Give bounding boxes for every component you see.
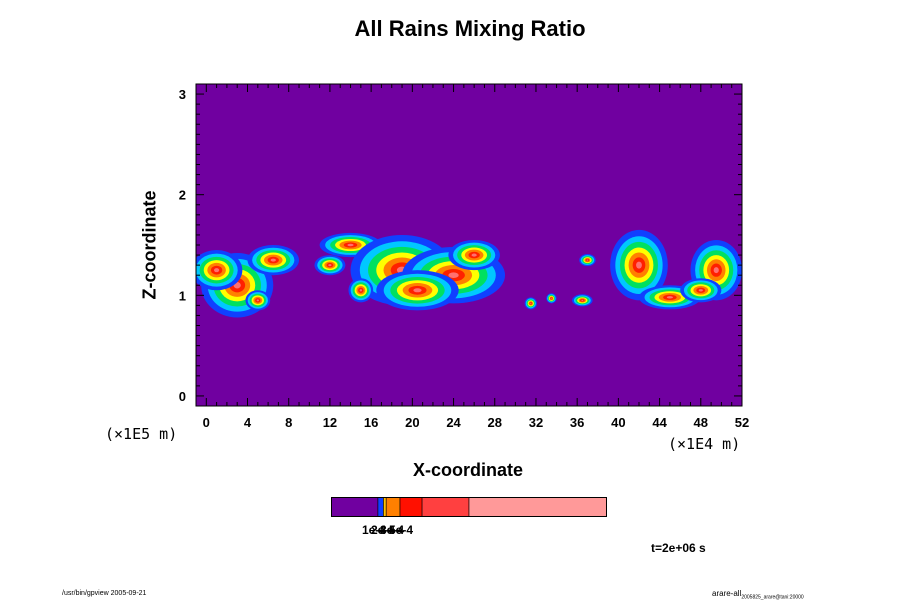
- contour-level-6: [328, 264, 332, 267]
- contour-level-6: [448, 272, 459, 279]
- contour-level-6: [214, 268, 220, 273]
- contour-level-6: [413, 288, 422, 293]
- x-tick-label: 0: [203, 415, 210, 430]
- rain-cell: [610, 229, 668, 301]
- rain-cell: [680, 278, 722, 303]
- colorbar: [331, 497, 607, 517]
- colorbar-swatch: [468, 497, 607, 517]
- rain-cell: [314, 255, 346, 276]
- rain-cell: [376, 270, 459, 311]
- contour-level-6: [471, 253, 477, 257]
- rain-cell: [524, 297, 537, 310]
- contour-level-6: [270, 258, 276, 262]
- x-tick-label: 16: [364, 415, 378, 430]
- rain-contours: [196, 229, 742, 318]
- colorbar-label: 1e-4: [362, 523, 387, 537]
- colorbar-label: 3e-4: [380, 523, 405, 537]
- colorbar-swatch: [399, 497, 423, 517]
- y-scale-note: (×1E5 m): [105, 425, 178, 443]
- contour-level-6: [586, 259, 589, 261]
- colorbar-swatch: [421, 497, 470, 517]
- x-tick-label: 8: [285, 415, 292, 430]
- time-label: t=2e+06 s: [651, 541, 706, 555]
- contour-level-6: [347, 243, 354, 247]
- contour-level-6: [256, 299, 260, 302]
- contour-level-6: [359, 289, 363, 292]
- x-tick-label: 40: [611, 415, 625, 430]
- colorbar-swatch: [383, 497, 387, 517]
- rain-cell: [546, 293, 557, 304]
- footer-right: arare-all2005825_arare@tani:20000: [712, 589, 804, 601]
- colorbar-swatch: [331, 497, 379, 517]
- x-tick-label: 36: [570, 415, 584, 430]
- x-tick-label: 52: [735, 415, 749, 430]
- colorbar-label: 5e-4: [389, 523, 414, 537]
- y-tick-label: 1: [179, 288, 186, 303]
- x-tick-label: 12: [323, 415, 337, 430]
- colorbar-label: 2e-4: [371, 523, 396, 537]
- rain-cell: [348, 278, 374, 303]
- contour-level-6: [636, 261, 642, 269]
- contour-level-6: [530, 302, 532, 304]
- x-tick-label: 4: [244, 415, 252, 430]
- y-tick-label: 2: [179, 188, 186, 203]
- chart-title: All Rains Mixing Ratio: [354, 16, 586, 41]
- x-scale-note: (×1E4 m): [668, 435, 741, 453]
- y-tick-label: 0: [179, 389, 186, 404]
- x-tick-label: 20: [405, 415, 419, 430]
- x-tick-label: 28: [488, 415, 502, 430]
- rain-cell: [247, 245, 300, 276]
- contour-level-6: [550, 297, 552, 299]
- contour-level-6: [581, 299, 584, 301]
- rain-cell: [448, 239, 500, 271]
- x-axis-label: X-coordinate: [412, 460, 523, 480]
- x-tick-label: 48: [694, 415, 708, 430]
- contour-level-6: [698, 289, 703, 292]
- x-tick-label: 44: [652, 415, 667, 430]
- contour-level-6: [713, 267, 719, 274]
- contour-level-6: [666, 296, 673, 299]
- y-tick-label: 3: [179, 87, 186, 102]
- colorbar-swatch: [385, 497, 401, 517]
- x-tick-label: 32: [529, 415, 543, 430]
- x-tick-label: 24: [446, 415, 461, 430]
- footer-left: /usr/bin/gpview 2005-09-21: [62, 590, 147, 597]
- rain-cell: [579, 254, 596, 267]
- rain-cell: [572, 294, 593, 307]
- colorbar-swatch: [377, 497, 384, 517]
- rain-cell: [245, 290, 271, 311]
- rain-cell: [196, 250, 243, 291]
